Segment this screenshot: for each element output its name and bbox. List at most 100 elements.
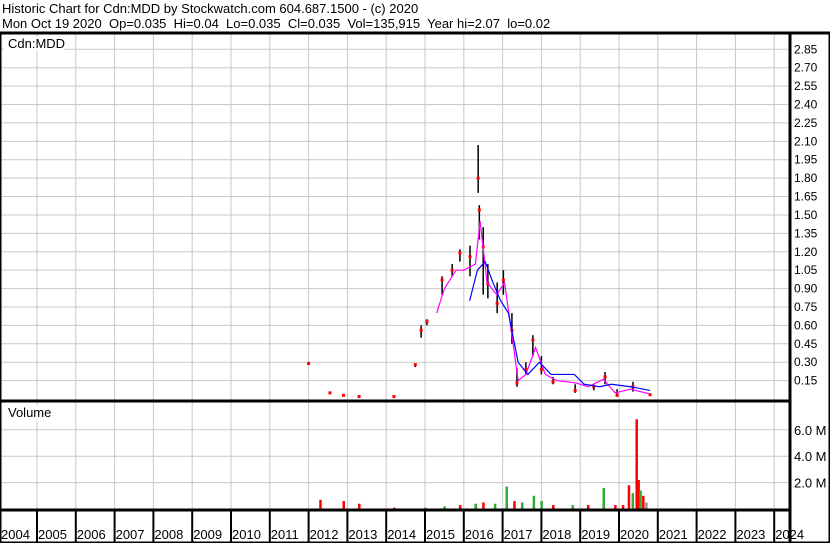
volume-bar	[602, 487, 605, 509]
close-point	[592, 385, 596, 389]
close-point	[551, 380, 555, 384]
y-tick-label: 2.10	[794, 134, 818, 148]
volume-bar	[552, 505, 555, 509]
x-tick-label: 2015	[426, 527, 455, 542]
close-point	[501, 278, 505, 282]
y-tick-label: 0.60	[794, 318, 818, 332]
volume-bar	[342, 501, 346, 509]
close-point	[440, 278, 444, 282]
y-tick-label: 0.75	[794, 300, 818, 314]
volume-tick-label: 2.0 M	[794, 476, 827, 491]
close-point	[615, 393, 619, 397]
x-tick-label: 2019	[581, 527, 610, 542]
close-point	[524, 368, 528, 372]
x-tick-label: 2022	[698, 527, 727, 542]
x-tick-label: 2018	[542, 527, 571, 542]
x-tick-label: 2023	[736, 527, 765, 542]
volume-bar	[635, 419, 638, 509]
x-tick-label: 2009	[193, 527, 222, 542]
close-point	[419, 328, 423, 332]
x-tick-label: 2004	[1, 527, 30, 542]
y-tick-label: 0.15	[794, 374, 818, 388]
volume-bar	[392, 507, 396, 509]
close-point	[425, 320, 429, 324]
volume-bar	[532, 495, 536, 509]
close-point	[539, 368, 543, 372]
close-point	[573, 388, 577, 392]
volume-bar	[645, 502, 648, 509]
volume-bar	[614, 505, 617, 509]
volume-tick-label: 4.0 M	[794, 449, 827, 464]
volume-tick-label: 6.0 M	[794, 423, 827, 438]
y-tick-label: 1.20	[794, 245, 818, 259]
close-point	[648, 393, 652, 397]
symbol-label: Cdn:MDD	[8, 36, 65, 51]
y-tick-label: 2.25	[794, 116, 818, 130]
close-point	[342, 393, 346, 397]
x-tick-label: 2016	[465, 527, 494, 542]
x-tick-label: 2007	[116, 527, 145, 542]
close-point	[458, 251, 462, 255]
volume-label: Volume	[8, 405, 51, 420]
x-tick-label: 2017	[504, 527, 533, 542]
close-point	[468, 255, 472, 259]
y-tick-label: 2.70	[794, 61, 818, 75]
volume-bar	[540, 501, 543, 509]
volume-bar	[627, 485, 631, 509]
y-tick-label: 1.05	[794, 263, 818, 277]
x-tick-label: 2011	[271, 527, 299, 542]
close-point	[531, 338, 535, 342]
volume-bar	[631, 493, 635, 509]
moving-average-line	[469, 260, 651, 392]
volume-bar	[621, 505, 625, 509]
y-tick-label: 1.50	[794, 208, 818, 222]
close-point	[476, 176, 480, 180]
x-tick-label: 2005	[38, 527, 67, 542]
y-tick-label: 2.40	[794, 98, 818, 112]
x-tick-label: 2006	[77, 527, 106, 542]
chart-title: Historic Chart for Cdn:MDD by Stockwatch…	[2, 1, 419, 16]
x-tick-label: 2024	[775, 527, 804, 542]
y-tick-label: 2.85	[794, 42, 818, 56]
x-tick-label: 2012	[310, 527, 339, 542]
y-tick-label: 2.55	[794, 79, 818, 93]
volume-bar	[482, 502, 485, 509]
y-tick-label: 1.80	[794, 171, 818, 185]
x-tick-label: 2013	[348, 527, 377, 542]
volume-bar	[319, 499, 322, 509]
x-tick-label: 2010	[232, 527, 261, 542]
volume-bar	[424, 507, 427, 509]
moving-average-line	[436, 221, 651, 395]
close-point	[307, 361, 311, 365]
volume-bar	[505, 486, 508, 509]
close-point	[413, 363, 417, 367]
volume-bar	[639, 490, 642, 509]
volume-bar	[637, 479, 640, 509]
volume-bar	[571, 505, 574, 509]
y-tick-label: 1.65	[794, 190, 818, 204]
close-point	[477, 208, 481, 212]
close-point	[515, 381, 519, 385]
y-tick-label: 0.45	[794, 337, 818, 351]
x-tick-label: 2020	[620, 527, 649, 542]
volume-bar	[586, 505, 590, 509]
y-tick-label: 0.90	[794, 282, 818, 296]
volume-bar	[458, 505, 462, 509]
close-point	[450, 268, 454, 272]
y-tick-label: 0.30	[794, 355, 818, 369]
close-point	[392, 395, 396, 399]
x-tick-label: 2021	[659, 527, 688, 542]
x-tick-label: 2014	[387, 527, 416, 542]
close-point	[357, 395, 361, 399]
close-point	[328, 391, 332, 395]
close-point	[495, 301, 499, 305]
volume-bar	[474, 503, 477, 509]
x-tick-label: 2008	[154, 527, 183, 542]
quote-summary: Mon Oct 19 2020 Op=0.035 Hi=0.04 Lo=0.03…	[2, 16, 551, 31]
y-tick-label: 1.95	[794, 153, 818, 167]
volume-bar	[521, 502, 524, 509]
volume-bar	[443, 506, 446, 509]
volume-bar	[642, 495, 645, 509]
y-tick-label: 1.35	[794, 226, 818, 240]
